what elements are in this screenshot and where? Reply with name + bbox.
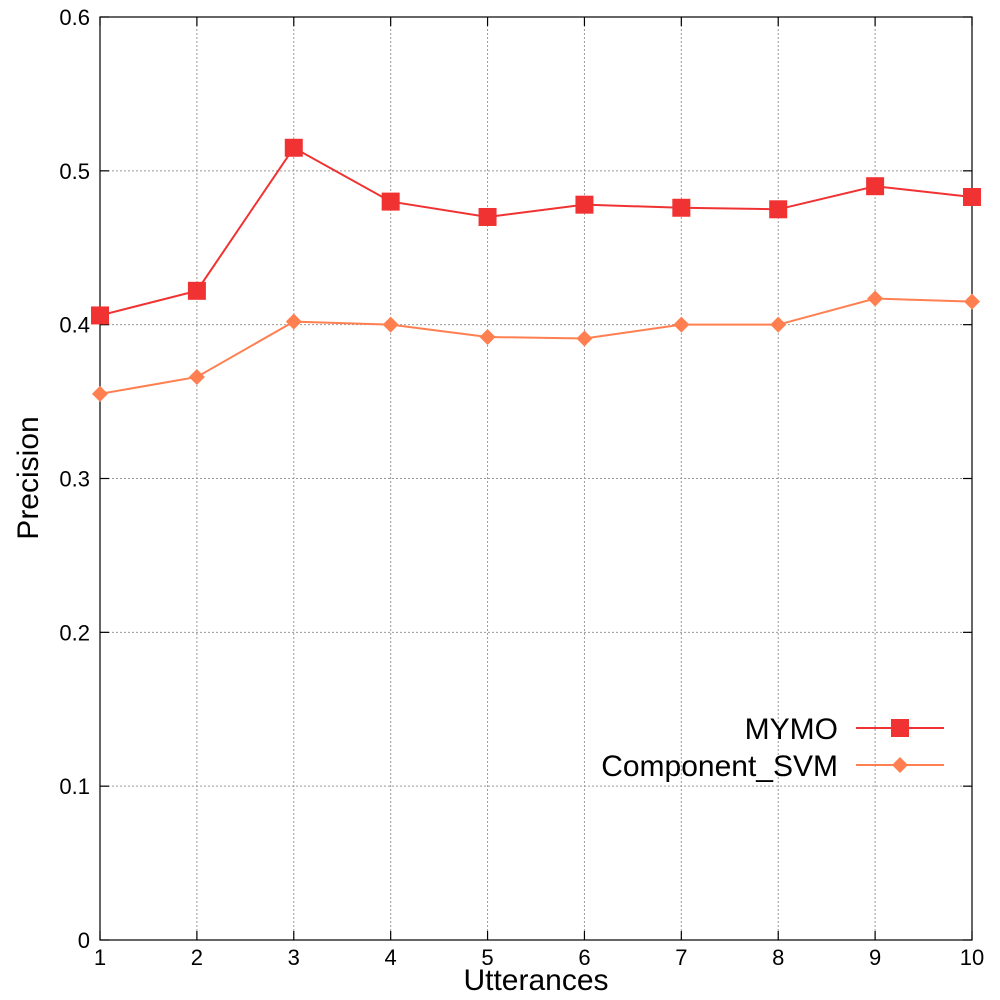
legend-label: Component_SVM	[601, 750, 838, 783]
data-point	[576, 330, 593, 347]
y-tick-label: 0.3	[59, 467, 90, 492]
y-tick-label: 0.6	[59, 5, 90, 30]
data-point	[382, 316, 399, 333]
x-tick-label: 7	[675, 945, 687, 970]
series-component-svm	[92, 290, 980, 402]
x-axis-title: Utterances	[463, 964, 608, 997]
x-tick-label: 9	[869, 945, 881, 970]
y-tick-label: 0.5	[59, 159, 90, 184]
y-tick-label: 0.4	[59, 313, 90, 338]
legend-label: MYMO	[745, 713, 838, 746]
y-tick-label: 0.1	[59, 774, 90, 799]
series-mymo	[91, 138, 981, 325]
x-tick-label: 1	[94, 945, 106, 970]
series-line	[99, 297, 973, 395]
data-point	[381, 192, 400, 211]
legend-entry: MYMO	[745, 713, 944, 746]
data-point	[964, 293, 980, 310]
data-point	[866, 177, 885, 196]
data-point	[478, 207, 497, 226]
x-tick-label: 2	[191, 945, 203, 970]
data-point	[285, 313, 302, 330]
axis-ticks: 1 2 3 4 5 6 7 8 9 10 0 0.1 0.2 0.3 0.4 0.5 0.6	[59, 5, 984, 970]
x-tick-label: 5	[481, 945, 493, 970]
data-point	[867, 290, 884, 307]
data-point	[769, 200, 788, 219]
y-tick-label: 0.2	[59, 620, 90, 645]
data-point	[672, 198, 691, 217]
data-point	[963, 187, 981, 206]
data-point	[188, 368, 205, 385]
data-point	[92, 385, 108, 402]
y-tick-label: 0	[78, 928, 90, 953]
x-tick-label: 6	[578, 945, 590, 970]
data-point	[575, 195, 594, 214]
legend-entry: Component_SVM	[601, 750, 944, 783]
legend-marker	[892, 757, 908, 773]
x-tick-label: 3	[288, 945, 300, 970]
data-point	[479, 328, 496, 345]
data-point	[187, 281, 206, 300]
legend-marker	[891, 719, 909, 737]
legend: MYMO Component_SVM	[601, 713, 944, 783]
data-point	[673, 316, 690, 333]
grid	[100, 17, 972, 940]
data-point	[284, 138, 303, 157]
x-tick-label: 8	[772, 945, 784, 970]
x-tick-label: 4	[385, 945, 397, 970]
x-tick-label: 10	[960, 945, 984, 970]
data-point	[770, 316, 787, 333]
y-axis-title: Precision	[12, 416, 45, 539]
series-group	[91, 138, 981, 402]
data-point	[91, 306, 109, 325]
series-line	[99, 146, 973, 317]
